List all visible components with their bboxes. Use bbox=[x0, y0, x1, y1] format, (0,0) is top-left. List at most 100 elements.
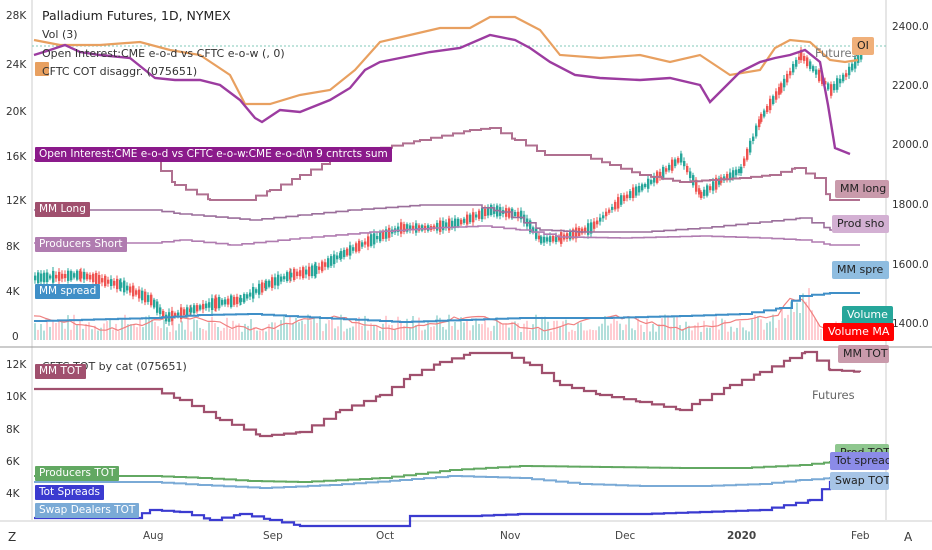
candle-body bbox=[706, 185, 709, 196]
candle-body bbox=[617, 197, 620, 209]
volume-bar bbox=[190, 331, 192, 340]
candle-body bbox=[34, 275, 37, 281]
volume-bar bbox=[523, 323, 525, 340]
candle-body bbox=[680, 153, 683, 163]
volume-bar bbox=[256, 330, 258, 340]
candle-body bbox=[830, 84, 833, 96]
volume-bar bbox=[814, 318, 816, 340]
volume-bar bbox=[616, 320, 618, 340]
candle-body bbox=[560, 232, 563, 244]
mm-long-price-tag[interactable]: MM long bbox=[835, 180, 889, 198]
candle-body bbox=[156, 301, 159, 313]
time-axis-label: Oct bbox=[376, 530, 395, 542]
candle-body bbox=[760, 114, 763, 122]
prod-short-price-tag[interactable]: Prod sho bbox=[832, 215, 889, 233]
mm-tot-series-tag[interactable]: MM TOT bbox=[35, 364, 86, 379]
price-axis-label: 2200.0 bbox=[892, 80, 929, 92]
volume-ma-price-tag[interactable]: Volume MA bbox=[823, 323, 895, 341]
producers-tot-series-tag[interactable]: Producers TOT bbox=[35, 466, 120, 481]
volume-bar bbox=[706, 327, 708, 340]
candle-body bbox=[508, 208, 511, 218]
candle-body bbox=[333, 254, 336, 265]
volume-bar bbox=[268, 324, 270, 340]
candle-body bbox=[614, 201, 617, 210]
oi-sum-series-tag[interactable]: Open Interest:CME e-o-d vs CFTC e-o-w:CM… bbox=[35, 147, 392, 162]
candle-body bbox=[775, 91, 778, 100]
candle-body bbox=[469, 214, 472, 223]
volume-bar bbox=[610, 323, 612, 340]
volume-bar bbox=[406, 318, 408, 340]
candle-body bbox=[454, 218, 457, 228]
producers-short-series-tag[interactable]: Producers Short bbox=[35, 237, 127, 252]
volume-bar bbox=[793, 312, 795, 340]
volume-bar bbox=[265, 331, 267, 340]
swap-dealers-tot-series-tag[interactable]: Swap Dealers TOT bbox=[35, 503, 140, 518]
volume-bar bbox=[301, 320, 303, 340]
left-axis-label: 24K bbox=[6, 59, 27, 71]
candle-body bbox=[315, 265, 318, 275]
volume-bar bbox=[286, 323, 288, 340]
volume-bar bbox=[187, 315, 189, 340]
volume-bar bbox=[280, 320, 282, 340]
candle-body bbox=[780, 83, 783, 93]
price-axis-label: 1800.0 bbox=[892, 199, 929, 211]
volume-bar bbox=[448, 314, 450, 340]
candle-body bbox=[569, 230, 572, 240]
volume-bar bbox=[670, 326, 672, 340]
volume-bar bbox=[367, 330, 369, 340]
candle-body bbox=[388, 227, 391, 238]
volume-bar bbox=[355, 321, 357, 340]
tot-spreads-series-tag[interactable]: Tot Spreads bbox=[35, 485, 104, 500]
oi-sum-step-line bbox=[34, 127, 860, 201]
auto-scale-toggle[interactable]: A bbox=[904, 530, 913, 544]
volume-bar bbox=[622, 330, 624, 340]
candle-body bbox=[695, 179, 698, 192]
volume-bar bbox=[358, 317, 360, 340]
mm-long-series-tag[interactable]: MM Long bbox=[35, 202, 90, 217]
candle-body bbox=[147, 295, 150, 302]
volume-price-tag[interactable]: Volume bbox=[842, 306, 893, 324]
volume-bar bbox=[151, 318, 153, 340]
volume-bar bbox=[283, 315, 285, 340]
candle-body bbox=[305, 269, 308, 275]
candle-body bbox=[293, 268, 296, 280]
tot-spread-price-tag[interactable]: Tot spread bbox=[830, 452, 889, 470]
volume-bar bbox=[427, 321, 429, 340]
candle-body bbox=[596, 220, 599, 225]
swap-tot-price-tag[interactable]: Swap TOT bbox=[830, 472, 889, 490]
candle-body bbox=[113, 280, 116, 286]
volume-bar bbox=[349, 327, 351, 340]
candle-body bbox=[463, 218, 466, 223]
candle-body bbox=[763, 110, 766, 117]
candle-body bbox=[346, 248, 349, 256]
mm-spread-price-tag[interactable]: MM spre bbox=[832, 261, 889, 279]
candle-body bbox=[644, 184, 647, 188]
candle-body bbox=[129, 286, 132, 293]
candle-body bbox=[86, 273, 89, 280]
volume-bar bbox=[121, 319, 123, 340]
candle-body bbox=[517, 211, 520, 218]
volume-bar bbox=[328, 320, 330, 340]
candle-body bbox=[218, 297, 221, 309]
candle-body bbox=[608, 209, 611, 213]
left-axis-label: 8K bbox=[6, 241, 20, 253]
volume-bar bbox=[232, 320, 234, 340]
timezone-toggle[interactable]: Z bbox=[8, 530, 17, 544]
candle-body bbox=[144, 291, 147, 303]
candle-body bbox=[451, 220, 454, 227]
mm-spread-series-tag[interactable]: MM spread bbox=[35, 284, 101, 299]
candle-body bbox=[277, 274, 280, 286]
candle-body bbox=[280, 276, 283, 282]
candle-body bbox=[535, 228, 538, 239]
candle-body bbox=[61, 273, 64, 279]
volume-bar bbox=[805, 301, 807, 340]
oi-price-tag[interactable]: OI bbox=[852, 37, 874, 55]
candle-body bbox=[587, 223, 590, 235]
candle-body bbox=[258, 283, 261, 295]
candle-body bbox=[73, 273, 76, 278]
mm-tot-price-tag[interactable]: MM TOT bbox=[838, 345, 889, 363]
volume-bar bbox=[103, 323, 105, 340]
volume-bar bbox=[391, 325, 393, 340]
candle-body bbox=[686, 166, 689, 173]
